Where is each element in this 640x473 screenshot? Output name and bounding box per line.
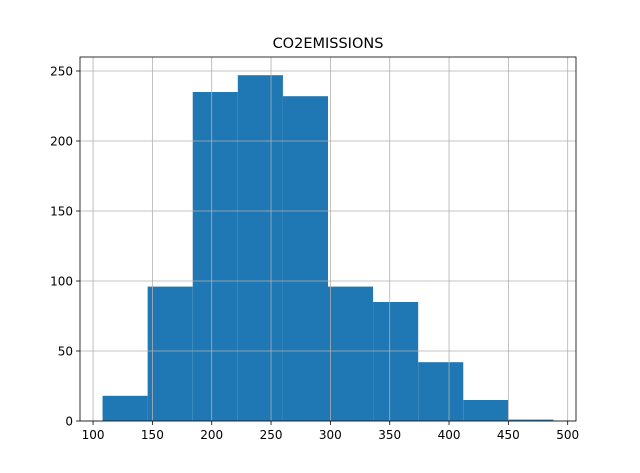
x-tick-label-2: 200 [200,428,223,442]
y-tick-label-2: 100 [50,275,73,289]
histogram-bar-8 [463,400,509,421]
histogram-bar-2 [192,92,238,421]
y-tick-label-5: 250 [50,65,73,79]
x-tick-label-3: 250 [260,428,283,442]
x-tick-label-1: 150 [141,428,164,442]
x-tick-label-0: 100 [82,428,105,442]
chart-title: CO2EMISSIONS [273,36,384,52]
axes: 100 150 200 250 300 350 400 450 500 0 50 100 150 200 2… [50,56,579,442]
histogram-bar-0 [102,395,148,421]
histogram-bar-7 [418,362,464,421]
y-tick-label-4: 200 [50,135,73,149]
x-tick-label-4: 300 [319,428,342,442]
x-tick-label-8: 500 [556,428,579,442]
x-tick-label-5: 350 [378,428,401,442]
bars [102,75,554,421]
histogram-bar-5 [328,286,374,421]
histogram-bar-1 [147,286,193,421]
histogram-bar-3 [237,75,283,421]
x-tick-label-6: 400 [438,428,461,442]
y-tick-label-1: 50 [58,345,73,359]
plot-frame [79,56,577,422]
histogram-bar-4 [282,96,328,421]
x-tick-label-7: 450 [497,428,520,442]
histogram-bar-9 [508,419,554,421]
histogram-bar-6 [373,302,419,421]
y-tick-label-0: 0 [65,415,73,429]
y-tick-label-3: 150 [50,205,73,219]
